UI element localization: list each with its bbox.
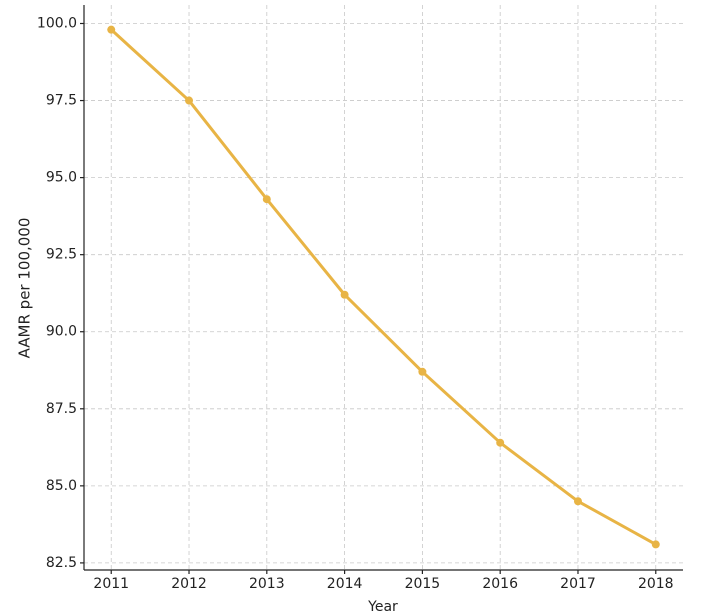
point — [418, 367, 427, 376]
y-tick-label: 95.0 — [46, 170, 77, 186]
point — [107, 25, 116, 34]
point — [262, 195, 271, 204]
x-tick-label: 2018 — [638, 576, 674, 592]
line — [110, 28, 657, 546]
point — [496, 438, 505, 447]
y-axis-label: AAMR per 100,000 — [16, 218, 34, 359]
x-axis-label: Year — [367, 599, 398, 614]
point — [651, 540, 660, 549]
y-tick-label: 82.5 — [46, 555, 77, 571]
x-tick-label: 2011 — [93, 576, 129, 592]
y-tick-label: 87.5 — [46, 401, 77, 417]
x-tick-label: 2014 — [327, 576, 363, 592]
x-tick-label: 2016 — [482, 576, 518, 592]
y-tick-label: 85.0 — [46, 478, 77, 494]
x-tick-label: 2012 — [171, 576, 207, 592]
y-tick-label: 100.0 — [37, 15, 77, 31]
point — [340, 290, 349, 299]
y-tick-label: 92.5 — [46, 247, 77, 263]
y-tick-label: 90.0 — [46, 324, 77, 340]
point — [573, 497, 582, 506]
x-tick-label: 2017 — [560, 576, 596, 592]
x-tick-label: 2013 — [249, 576, 285, 592]
x-tick-label: 2015 — [405, 576, 441, 592]
point — [185, 96, 194, 105]
y-tick-label: 97.5 — [46, 93, 77, 109]
